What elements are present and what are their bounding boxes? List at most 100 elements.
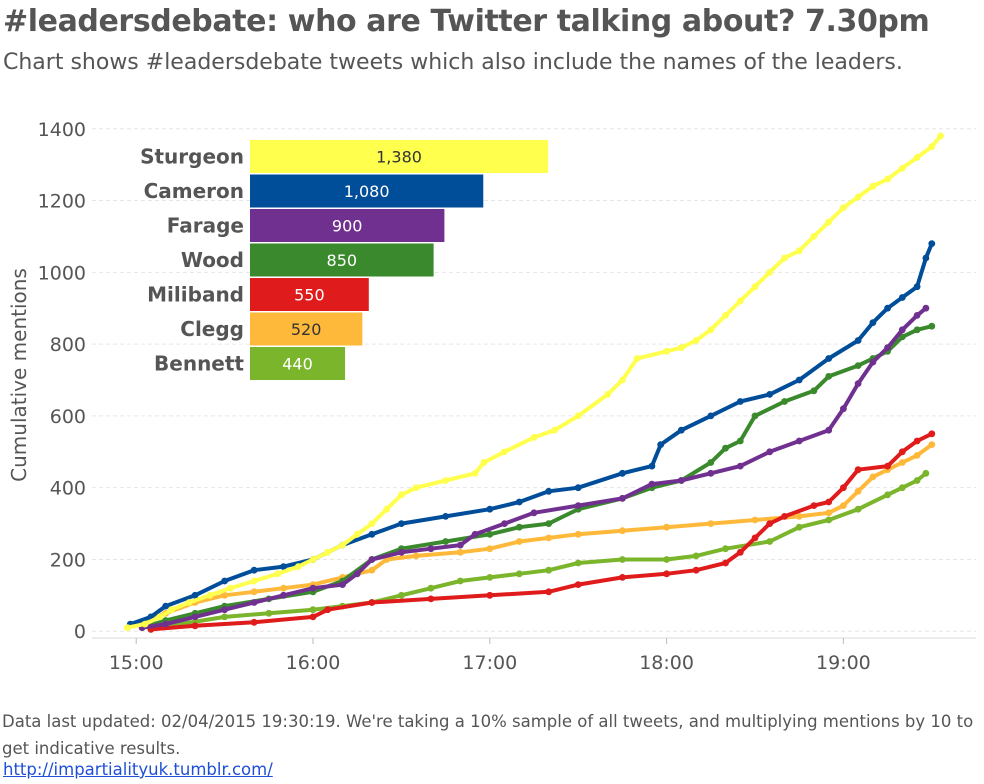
- data-point-miliband: [766, 520, 774, 527]
- data-point-farage: [619, 495, 626, 502]
- data-point-wood: [707, 459, 715, 466]
- data-point-clegg: [840, 502, 847, 509]
- data-point-sturgeon: [480, 459, 488, 466]
- bar-category-label: Sturgeon: [140, 145, 244, 169]
- y-tick-label: 0: [74, 621, 86, 643]
- data-point-wood: [722, 444, 729, 452]
- data-point-cameron: [657, 441, 665, 448]
- data-point-wood: [751, 412, 759, 420]
- data-point-bennett: [825, 516, 833, 524]
- bar-farage: [250, 209, 445, 242]
- data-point-miliband: [191, 622, 199, 630]
- data-point-cameron: [515, 498, 523, 506]
- data-point-cameron: [677, 426, 685, 434]
- data-point-sturgeon: [854, 193, 862, 201]
- data-point-cameron: [545, 487, 553, 495]
- data-point-sturgeon: [781, 254, 788, 262]
- y-axis-title: Cumulative mentions: [7, 268, 31, 482]
- data-point-clegg: [456, 548, 464, 556]
- data-point-cameron: [574, 484, 582, 492]
- data-point-sturgeon: [274, 570, 281, 578]
- data-point-cameron: [162, 602, 170, 610]
- data-point-wood: [928, 322, 936, 330]
- data-point-cameron: [191, 591, 199, 599]
- data-point-clegg: [928, 441, 936, 448]
- data-point-bennett: [515, 570, 523, 578]
- data-point-sturgeon: [551, 426, 558, 434]
- data-point-cameron: [736, 398, 744, 405]
- data-point-farage: [191, 613, 199, 621]
- source-link[interactable]: http://impartialityuk.tumblr.com/: [3, 760, 273, 779]
- data-point-sturgeon: [751, 283, 759, 291]
- data-point-wood: [854, 362, 862, 369]
- data-point-wood: [545, 520, 553, 527]
- data-point-sturgeon: [869, 182, 877, 190]
- data-point-sturgeon: [604, 391, 612, 398]
- data-point-farage: [368, 556, 376, 563]
- data-point-sturgeon: [766, 268, 774, 276]
- data-point-sturgeon: [574, 412, 582, 420]
- data-point-miliband: [825, 498, 833, 506]
- data-point-clegg: [707, 520, 715, 527]
- data-point-bennett: [884, 491, 891, 499]
- data-point-bennett: [913, 477, 921, 484]
- data-point-clegg: [898, 459, 906, 466]
- data-point-miliband: [427, 595, 435, 603]
- data-point-sturgeon: [884, 175, 891, 183]
- series-line-sturgeon: [125, 133, 943, 630]
- data-point-sturgeon: [913, 154, 921, 161]
- data-point-wood: [736, 437, 744, 445]
- data-point-farage: [280, 591, 287, 599]
- data-point-sturgeon: [398, 491, 405, 499]
- footnote: Data last updated: 02/04/2015 19:30:19. …: [2, 712, 974, 758]
- data-point-cameron: [619, 469, 626, 477]
- data-point-cameron: [221, 577, 229, 585]
- data-point-miliband: [692, 566, 700, 574]
- data-point-farage: [854, 380, 862, 387]
- bar-category-label: Farage: [167, 214, 244, 238]
- data-point-miliband: [736, 548, 744, 556]
- data-point-farage: [221, 606, 229, 614]
- data-point-sturgeon: [227, 584, 234, 592]
- data-point-sturgeon: [185, 599, 193, 606]
- data-point-wood: [825, 373, 833, 380]
- line-chart: 0 200 400 600 800 1000 1200 1400 15:00 16:00 17:00…: [7, 119, 976, 674]
- data-point-bennett: [692, 552, 700, 560]
- data-point-clegg: [619, 527, 626, 535]
- data-point-bennett: [486, 574, 494, 581]
- data-point-sturgeon: [250, 577, 258, 585]
- data-point-sturgeon: [168, 606, 176, 614]
- data-point-sturgeon: [324, 548, 332, 556]
- series-line-miliband: [148, 431, 934, 632]
- data-point-cameron: [398, 520, 405, 527]
- data-point-cameron: [250, 566, 258, 574]
- data-point-sturgeon: [810, 233, 818, 240]
- data-point-cameron: [869, 319, 877, 326]
- data-point-miliband: [545, 588, 553, 596]
- data-point-clegg: [795, 513, 803, 520]
- bar-miliband: [250, 278, 369, 311]
- chart-subtitle: Chart shows #leadersdebate tweets which …: [3, 50, 903, 75]
- data-point-clegg: [368, 566, 376, 574]
- bar-category-label: Cameron: [144, 179, 244, 203]
- bar-value-label: 850: [327, 251, 358, 270]
- data-point-farage: [309, 584, 317, 592]
- data-point-farage: [339, 581, 346, 588]
- data-point-clegg: [854, 487, 862, 495]
- data-point-farage: [707, 469, 715, 477]
- bar-value-label: 900: [332, 217, 363, 236]
- data-point-farage: [530, 509, 538, 517]
- data-point-miliband: [722, 559, 729, 567]
- y-tick-label: 200: [50, 549, 86, 571]
- data-point-sturgeon: [840, 204, 847, 212]
- data-point-wood: [810, 387, 818, 395]
- data-point-farage: [648, 480, 656, 488]
- data-point-miliband: [309, 613, 317, 621]
- data-point-farage: [922, 304, 930, 312]
- data-point-cameron: [280, 563, 287, 570]
- data-point-miliband: [884, 462, 891, 470]
- data-point-sturgeon: [928, 143, 936, 151]
- data-point-cameron: [766, 391, 774, 398]
- data-point-farage: [471, 530, 479, 538]
- bar-sturgeon: [250, 140, 549, 173]
